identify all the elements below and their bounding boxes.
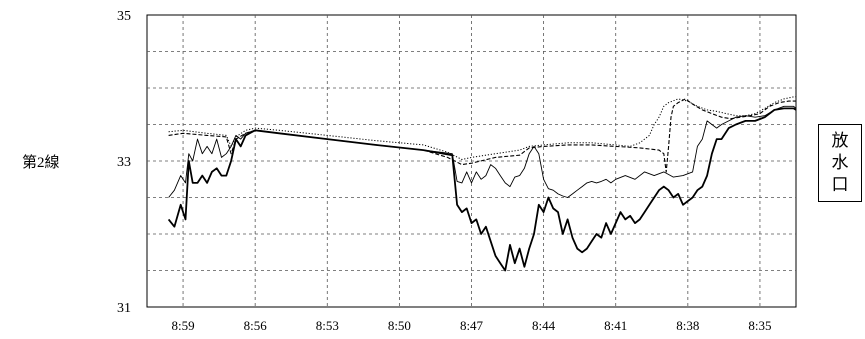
outlet-char-1: 放 [831, 131, 849, 150]
series-line-3 [168, 98, 796, 173]
x-tick-label: 8:56 [244, 318, 268, 333]
x-tick-label: 8:50 [388, 318, 411, 333]
x-tick-label: 8:38 [676, 318, 699, 333]
outlet-char-3: 口 [831, 175, 849, 194]
x-tick-label: 8:53 [316, 318, 339, 333]
x-tick-label: 8:44 [532, 318, 556, 333]
y-tick-label: 33 [117, 155, 131, 170]
outlet-char-2: 水 [831, 153, 849, 172]
x-tick-label: 8:35 [748, 318, 771, 333]
x-tick-label: 8:47 [460, 318, 484, 333]
grid-lines [147, 15, 796, 307]
line-label: 第2線 [22, 155, 60, 171]
outlet-label-box: 放 水 口 [818, 124, 862, 202]
y-tick-label: 35 [117, 9, 131, 24]
x-tick-label: 8:59 [171, 318, 194, 333]
y-tick-label: 31 [117, 301, 131, 316]
x-tick-label: 8:41 [604, 318, 627, 333]
y-tick-labels: 31 33 35 [117, 9, 131, 316]
series-line-1 [167, 107, 797, 272]
x-tick-labels: 8:59 8:56 8:53 8:50 8:47 8:44 8:41 8:38 8:35 [171, 318, 771, 333]
series-line-4 [168, 96, 796, 160]
series-layer [167, 96, 797, 272]
